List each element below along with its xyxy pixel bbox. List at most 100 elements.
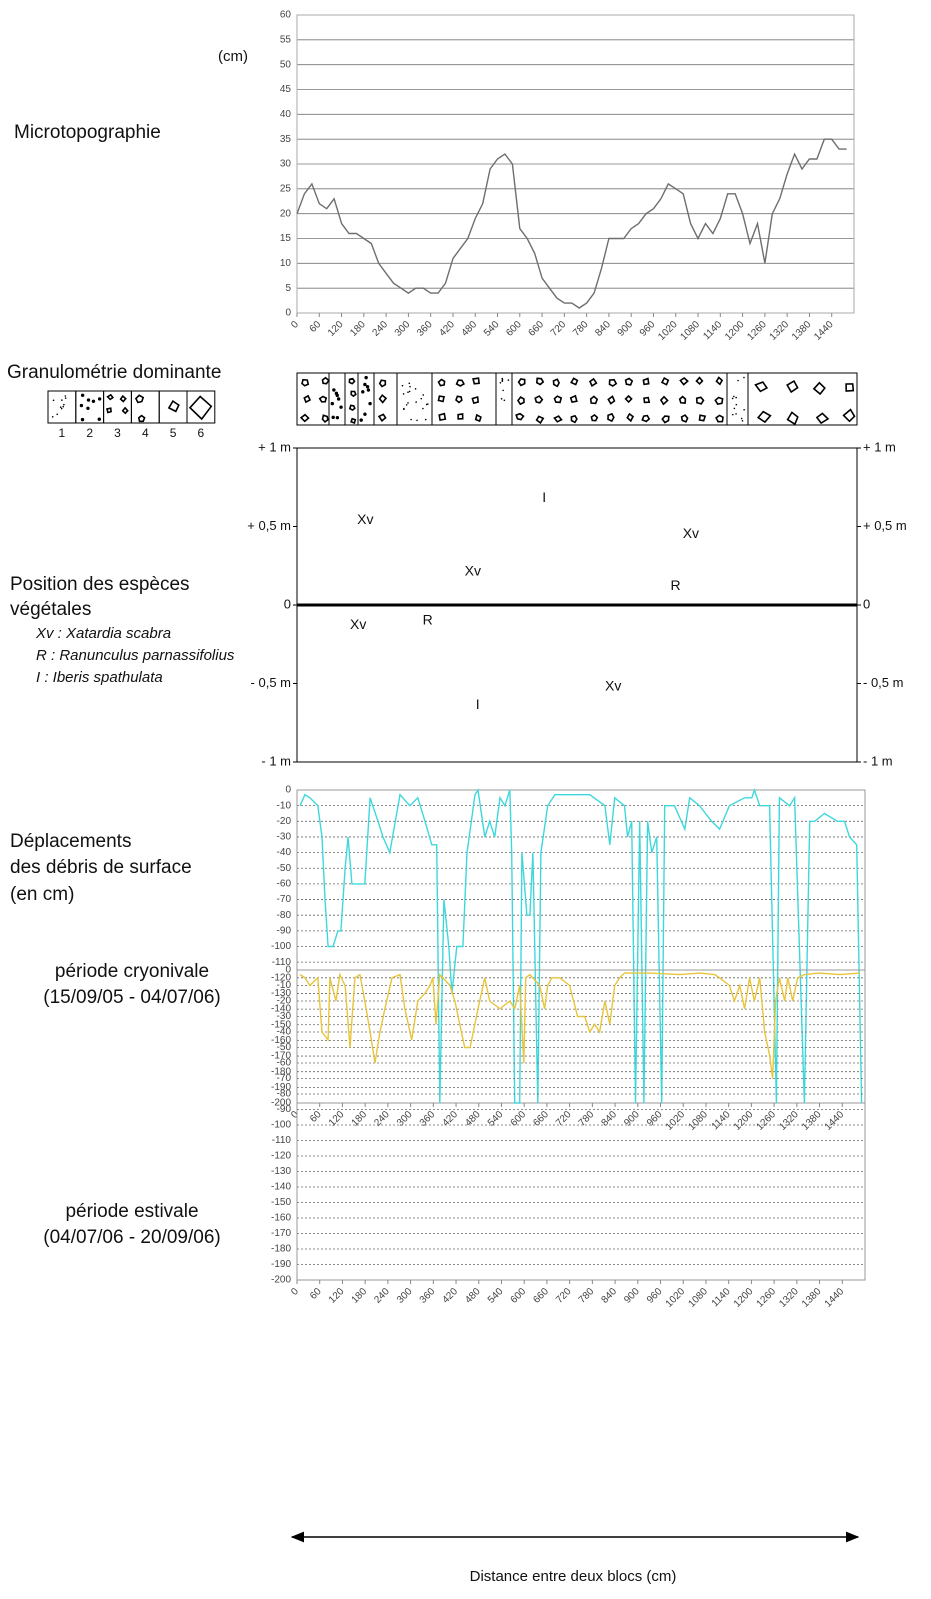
x-tick-label: 780 — [577, 1286, 597, 1306]
x-axis-label: Distance entre deux blocs (cm) — [470, 1568, 677, 1585]
grain — [410, 418, 412, 421]
x-tick-label: 1260 — [755, 1286, 779, 1310]
x-tick-label: 240 — [371, 319, 391, 339]
grain — [80, 417, 85, 422]
grain — [365, 385, 370, 389]
grain — [608, 378, 618, 387]
grain — [695, 376, 704, 386]
y-tick-label: -60 — [277, 879, 292, 890]
y-tick-label: -180 — [271, 1244, 291, 1255]
x-tick-label: 360 — [415, 319, 435, 339]
x-tick-label: 660 — [526, 319, 546, 339]
grain — [97, 417, 101, 421]
x-tick-label: 1140 — [710, 1109, 733, 1132]
grain — [59, 406, 62, 408]
x-tick-label: 1260 — [755, 1109, 779, 1133]
grain — [348, 377, 356, 385]
x-tick-label: 300 — [395, 1286, 415, 1306]
y-tick-label: -40 — [277, 1027, 292, 1038]
grain — [570, 414, 578, 424]
grain — [500, 398, 503, 400]
x-tick-label: 1440 — [823, 1286, 847, 1310]
x-tick-label: 1260 — [745, 319, 769, 343]
grain — [407, 402, 409, 404]
x-tick-label: 900 — [616, 319, 636, 339]
grain — [455, 379, 465, 387]
grain — [740, 417, 743, 420]
x-tick-label: 540 — [486, 1109, 506, 1129]
grain — [60, 407, 63, 410]
grain — [507, 379, 510, 381]
x-tick-label: 900 — [622, 1286, 642, 1306]
grain — [303, 394, 312, 404]
grain — [64, 395, 67, 397]
x-tick-label: 720 — [549, 319, 569, 339]
y-tick-label: -60 — [277, 1058, 292, 1069]
grain — [80, 393, 85, 398]
strip-segment — [357, 372, 375, 426]
y-tick-label: -110 — [272, 1135, 292, 1146]
x-tick-label: 120 — [326, 319, 346, 339]
x-tick-label: 0 — [289, 1286, 301, 1298]
x-tick-label: 0 — [289, 319, 301, 331]
y-tick-label: - 0,5 m — [863, 675, 903, 690]
legend-label: 4 — [142, 426, 149, 440]
strip-segment — [495, 372, 513, 426]
grain — [61, 399, 63, 401]
grain — [79, 403, 84, 408]
x-tick-label: 960 — [645, 1109, 665, 1129]
grain — [51, 416, 54, 418]
grain — [515, 412, 525, 421]
grain — [786, 379, 799, 394]
grain — [812, 381, 826, 396]
grain — [842, 408, 856, 423]
chart-subtitle: (15/09/05 - 04/07/06) — [43, 987, 220, 1008]
y-tick-label: -20 — [277, 816, 292, 827]
y-tick-label: 30 — [280, 159, 292, 170]
legend-label: 2 — [86, 426, 93, 440]
chart-subtitle: (04/07/06 - 20/09/06) — [43, 1227, 220, 1248]
y-tick-label: - 1 m — [863, 753, 893, 768]
grain — [318, 395, 328, 403]
x-tick-label: 840 — [599, 1109, 619, 1129]
y-tick-label: -90 — [277, 925, 292, 936]
x-tick-label: 1320 — [768, 319, 792, 343]
granulometry-title: Granulométrie dominante — [7, 362, 221, 383]
grain — [570, 377, 579, 386]
y-tick-label: 0 — [863, 596, 870, 611]
chart-subtitle: période cryonivale — [55, 961, 209, 982]
y-tick-label: -100 — [271, 1120, 291, 1131]
x-tick-label: 120 — [327, 1109, 347, 1129]
species-marker: Xv — [350, 616, 366, 632]
grain — [845, 383, 855, 392]
grain — [359, 418, 363, 422]
grain — [455, 395, 463, 404]
grain — [407, 391, 409, 394]
grain — [815, 412, 830, 425]
y-tick-label: 40 — [280, 109, 292, 120]
x-tick-label: 1320 — [777, 1286, 801, 1310]
data-line — [296, 138, 847, 309]
grain — [642, 377, 650, 386]
y-tick-label: 25 — [280, 183, 292, 194]
y-tick-label: -180 — [271, 1066, 291, 1077]
species-marker: I — [476, 696, 480, 712]
grain — [735, 403, 738, 406]
y-tick-label: -200 — [271, 1275, 291, 1286]
grain — [754, 381, 769, 393]
legend-entry: I : Iberis spathulata — [36, 669, 163, 686]
grain — [735, 396, 737, 399]
grain — [607, 412, 615, 423]
x-tick-label: 1080 — [686, 1286, 710, 1310]
x-tick-label: 900 — [622, 1109, 642, 1129]
x-tick-label: 240 — [372, 1109, 392, 1129]
grain — [332, 388, 336, 392]
strip-segment — [396, 372, 433, 426]
grain — [552, 378, 560, 388]
grain — [350, 390, 357, 398]
grain — [106, 407, 112, 414]
chart-title: (en cm) — [10, 884, 74, 905]
grain — [91, 399, 96, 404]
grain — [589, 395, 599, 405]
